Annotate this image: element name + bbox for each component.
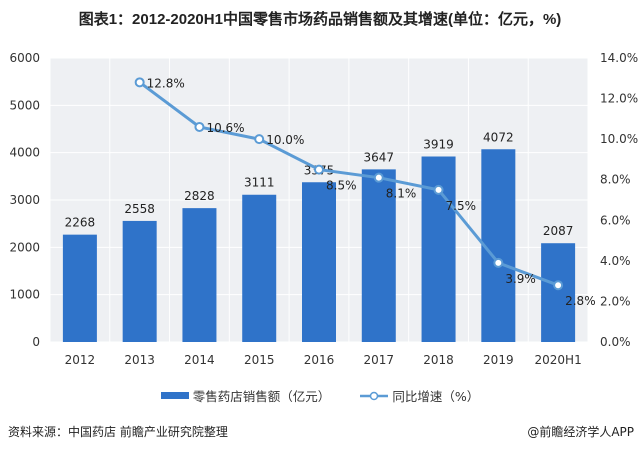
x-tick-label: 2012 [65, 353, 96, 367]
bar [541, 243, 576, 342]
x-tick-label: 2014 [184, 353, 215, 367]
legend-item-bar: 零售药店销售额（亿元） [160, 386, 331, 405]
y-left-tick-label: 6000 [9, 51, 40, 65]
line-data-label: 7.5% [446, 199, 477, 213]
y-right-tick-label: 4.0% [600, 254, 631, 268]
bar [302, 182, 336, 342]
y-right-tick-label: 12.0% [600, 92, 638, 106]
bar [62, 234, 97, 342]
y-right-tick-label: 8.0% [600, 173, 631, 187]
bar [242, 194, 277, 342]
x-tick-label: 2015 [244, 353, 275, 367]
line-data-label: 8.5% [326, 179, 357, 193]
legend-label: 零售药店销售额（亿元） [192, 389, 331, 404]
line-point [194, 121, 205, 132]
x-tick-label: 2019 [483, 353, 514, 367]
bar-data-label: 2828 [184, 189, 215, 203]
line-point [493, 257, 504, 268]
line-data-label: 3.9% [505, 272, 536, 286]
y-left-tick-label: 2000 [9, 240, 40, 254]
chart-title: 图表1：2012-2020H1中国零售市场药品销售额及其增速(单位：亿元，%) [78, 11, 562, 28]
legend-item-line: 同比增速（%） [360, 386, 479, 405]
y-right-tick-label: 2.0% [600, 294, 631, 308]
chart: 0 1000 2000 3000 4000 5000 6000 0.0% 2.0% 4.0% 6.0… [9, 51, 638, 367]
bar [361, 169, 396, 342]
bar-data-label: 4072 [483, 130, 514, 144]
legend-label: 同比增速（%） [392, 389, 480, 404]
line-point [373, 172, 384, 183]
legend: 零售药店销售额（亿元） 同比增速（%） [0, 386, 640, 405]
bar [122, 220, 157, 342]
line-data-label: 10.0% [266, 133, 304, 147]
line-data-label: 8.1% [386, 187, 417, 201]
bar-data-label: 3647 [364, 150, 395, 164]
brand-credit: @前瞻经济学人APP [527, 425, 634, 439]
growth-line [138, 81, 559, 287]
line-data-label: 2.8% [565, 294, 596, 308]
y-right-tick-label: 14.0% [600, 51, 638, 65]
x-tick-label: 2016 [304, 353, 335, 367]
y-right-tick-label: 10.0% [600, 132, 638, 146]
bar-data-label: 3111 [244, 176, 275, 190]
bar [182, 208, 217, 342]
x-tick-label: 2017 [364, 353, 395, 367]
line-marker-icon [360, 391, 389, 400]
y-left-tick-label: 5000 [9, 98, 40, 112]
y-left-tick-label: 0 [32, 335, 40, 349]
x-tick-label: 2018 [423, 353, 454, 367]
bar [481, 149, 516, 342]
y-left-tick-label: 3000 [9, 193, 40, 207]
line-point [134, 77, 145, 88]
line-point [433, 184, 444, 195]
x-tick-label: 2013 [124, 353, 155, 367]
source-note: 资料来源：中国药店 前瞻产业研究院整理 [8, 425, 228, 439]
bar-data-label: 2087 [543, 224, 574, 238]
bar-data-label: 2558 [124, 202, 155, 216]
y-right-tick-label: 0.0% [600, 335, 631, 349]
x-tick-label: 2020H1 [535, 353, 582, 367]
bar-data-label: 2268 [65, 216, 96, 230]
y-left-tick-label: 4000 [9, 146, 40, 160]
line-point [314, 164, 324, 175]
line-data-label: 12.8% [147, 76, 185, 90]
line-point [553, 280, 564, 291]
line-point [254, 134, 265, 145]
bar [421, 156, 456, 342]
y-left-tick-label: 1000 [9, 288, 40, 302]
bar-data-label: 3919 [423, 138, 454, 152]
line-data-label: 10.6% [206, 121, 244, 135]
y-right-tick-label: 6.0% [600, 213, 631, 227]
bar-swatch-icon [160, 392, 189, 399]
